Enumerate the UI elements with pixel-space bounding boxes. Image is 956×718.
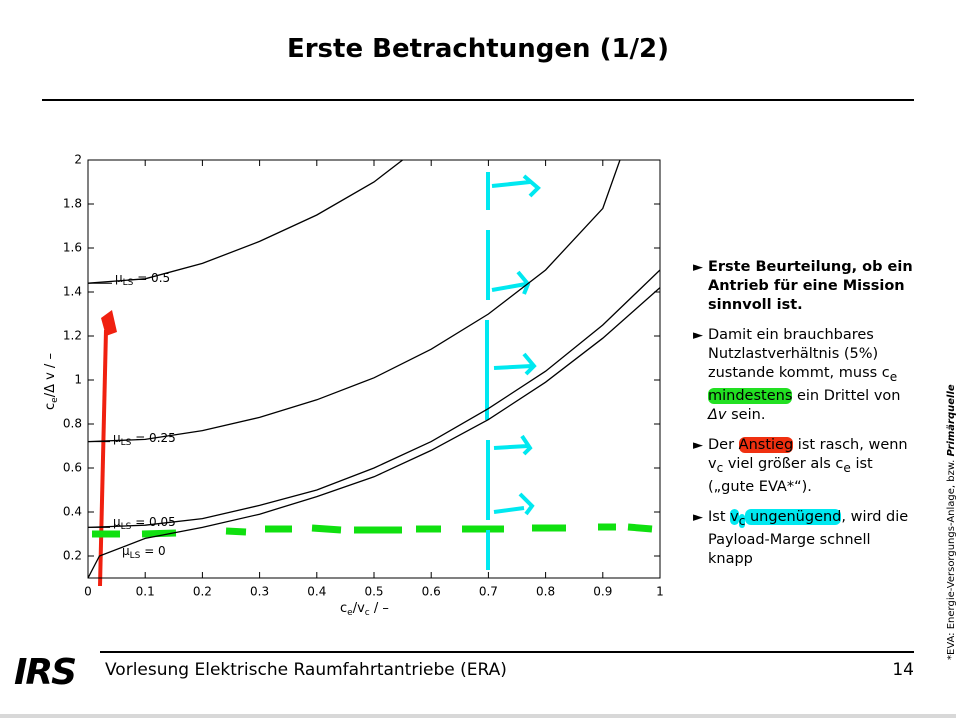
x-tick-label: 0.5 bbox=[364, 585, 383, 599]
y-axis-label-part: e bbox=[50, 397, 60, 403]
curve bbox=[88, 160, 403, 284]
x-tick-label: 0.1 bbox=[136, 585, 155, 599]
curve-label-part: = 0.5 bbox=[133, 271, 170, 285]
footer-text: Vorlesung Elektrische Raumfahrtantriebe … bbox=[105, 660, 507, 680]
x-tick-label: 1 bbox=[656, 585, 664, 599]
bullet-text: Der bbox=[708, 436, 739, 453]
bullet-text: Erste Beurteilung, ob ein Antrieb für ei… bbox=[708, 259, 913, 313]
y-tick-label: 1.6 bbox=[63, 241, 82, 255]
logo: IRS bbox=[14, 652, 77, 693]
bullet-subscript: c bbox=[738, 513, 746, 528]
slide-title: Erste Betrachtungen (1/2) bbox=[286, 34, 670, 64]
side-note-text: *EVA: Energie-Versorgungs-Anlage, bzw. bbox=[946, 456, 956, 660]
handwritten-annotations bbox=[92, 172, 653, 587]
curve-label-part: µ bbox=[122, 544, 130, 558]
bottom-strip bbox=[0, 714, 956, 718]
page-number: 14 bbox=[892, 660, 914, 680]
curve-label-part: µ bbox=[113, 515, 121, 529]
curves bbox=[88, 160, 660, 578]
y-tick-label: 1 bbox=[74, 373, 82, 387]
curve-label-part: LS bbox=[121, 522, 132, 532]
bullet-subscript: e bbox=[889, 369, 898, 384]
x-tick-label: 0 bbox=[84, 585, 92, 599]
curve-label: µLS = 0 bbox=[122, 544, 166, 561]
x-tick-label: 0.7 bbox=[479, 585, 498, 599]
x-axis-label-part: c bbox=[365, 608, 370, 618]
bullet: Damit ein brauchba­res Nutzlastverhältni… bbox=[693, 326, 915, 425]
bullet-text: Damit ein brauchba­res Nutzlastverhältni… bbox=[708, 327, 890, 381]
y-tick-label: 0.4 bbox=[63, 505, 82, 519]
x-axis-label-part: e bbox=[347, 608, 353, 618]
bullet: Ist vc ungenügend, wird die Payload-Mar­… bbox=[693, 508, 915, 569]
y-axis-label-part: c bbox=[43, 403, 58, 410]
curve-label-part: µ bbox=[115, 271, 123, 285]
curve-label-part: LS bbox=[121, 438, 132, 448]
bullet-text: viel größer als c bbox=[723, 455, 844, 472]
y-tick-label: 0.2 bbox=[63, 549, 82, 563]
curve-label-part: = 0.25 bbox=[131, 431, 175, 445]
bullet-text: , wird die Payload-Mar­ge schnell knapp bbox=[708, 508, 909, 567]
side-note-emphasis: Primärquelle bbox=[946, 384, 956, 457]
x-tick-label: 0.2 bbox=[193, 585, 212, 599]
curve-label-part: LS bbox=[130, 551, 141, 561]
bullet-subscript: c bbox=[716, 460, 724, 475]
bullet-subscript: e bbox=[843, 460, 851, 475]
x-tick-label: 0.6 bbox=[422, 585, 441, 599]
bullet-text: ein Drittel von bbox=[792, 387, 901, 404]
x-tick-label: 0.8 bbox=[536, 585, 555, 599]
x-axis-label-part: /v bbox=[353, 601, 365, 616]
x-axis-label-part: / – bbox=[370, 601, 389, 616]
bullet-text: Anstieg bbox=[738, 436, 794, 453]
bullet-text: mindestens bbox=[708, 387, 793, 404]
bullet-text: ungenügend bbox=[745, 508, 842, 525]
bullet-text: Ist bbox=[708, 508, 731, 525]
y-axis-label: ce/Δ v / – bbox=[43, 353, 60, 410]
x-tick-label: 0.3 bbox=[250, 585, 269, 599]
curve bbox=[88, 287, 660, 578]
bullet-text: Δv bbox=[708, 406, 727, 423]
y-tick-label: 0.8 bbox=[63, 417, 82, 431]
bullet: Erste Beurteilung, ob ein Antrieb für ei… bbox=[693, 258, 915, 315]
bullet-text: ist („gute EVA*“). bbox=[708, 455, 873, 495]
curve bbox=[88, 269, 660, 529]
y-tick-label: 1.8 bbox=[63, 197, 82, 211]
curve-label-part: µ bbox=[113, 431, 121, 445]
bullet-text: ist rasch, wenn v bbox=[708, 436, 908, 472]
x-tick-label: 0.4 bbox=[307, 585, 326, 599]
curve-label: µLS = 0.25 bbox=[113, 431, 176, 448]
side-note: *EVA: Energie-Versorgungs-Anlage, bzw. P… bbox=[946, 384, 956, 660]
curve-label: µLS = 0.05 bbox=[113, 515, 176, 532]
y-tick-label: 0.6 bbox=[63, 461, 82, 475]
curve-label-part: = 0 bbox=[140, 544, 165, 558]
curve-label-part: LS bbox=[123, 278, 134, 288]
bullet-text: sein. bbox=[726, 406, 766, 423]
y-tick-label: 1.2 bbox=[63, 329, 82, 343]
x-axis-label-part: c bbox=[340, 601, 347, 616]
y-tick-label: 2 bbox=[74, 153, 82, 167]
curve-label-part: = 0.05 bbox=[131, 515, 175, 529]
bullet: Der Anstieg ist rasch, wenn vc viel größ… bbox=[693, 436, 915, 497]
curve bbox=[88, 160, 621, 443]
y-axis-label-part: /Δ v / – bbox=[43, 353, 58, 397]
curve-label: µLS = 0.5 bbox=[115, 271, 170, 288]
x-axis-label: ce/vc / – bbox=[340, 601, 389, 618]
bullet-list: Erste Beurteilung, ob ein Antrieb für ei… bbox=[693, 258, 915, 580]
bullet-text: v bbox=[730, 508, 739, 525]
y-tick-label: 1.4 bbox=[63, 285, 82, 299]
x-tick-label: 0.9 bbox=[593, 585, 612, 599]
